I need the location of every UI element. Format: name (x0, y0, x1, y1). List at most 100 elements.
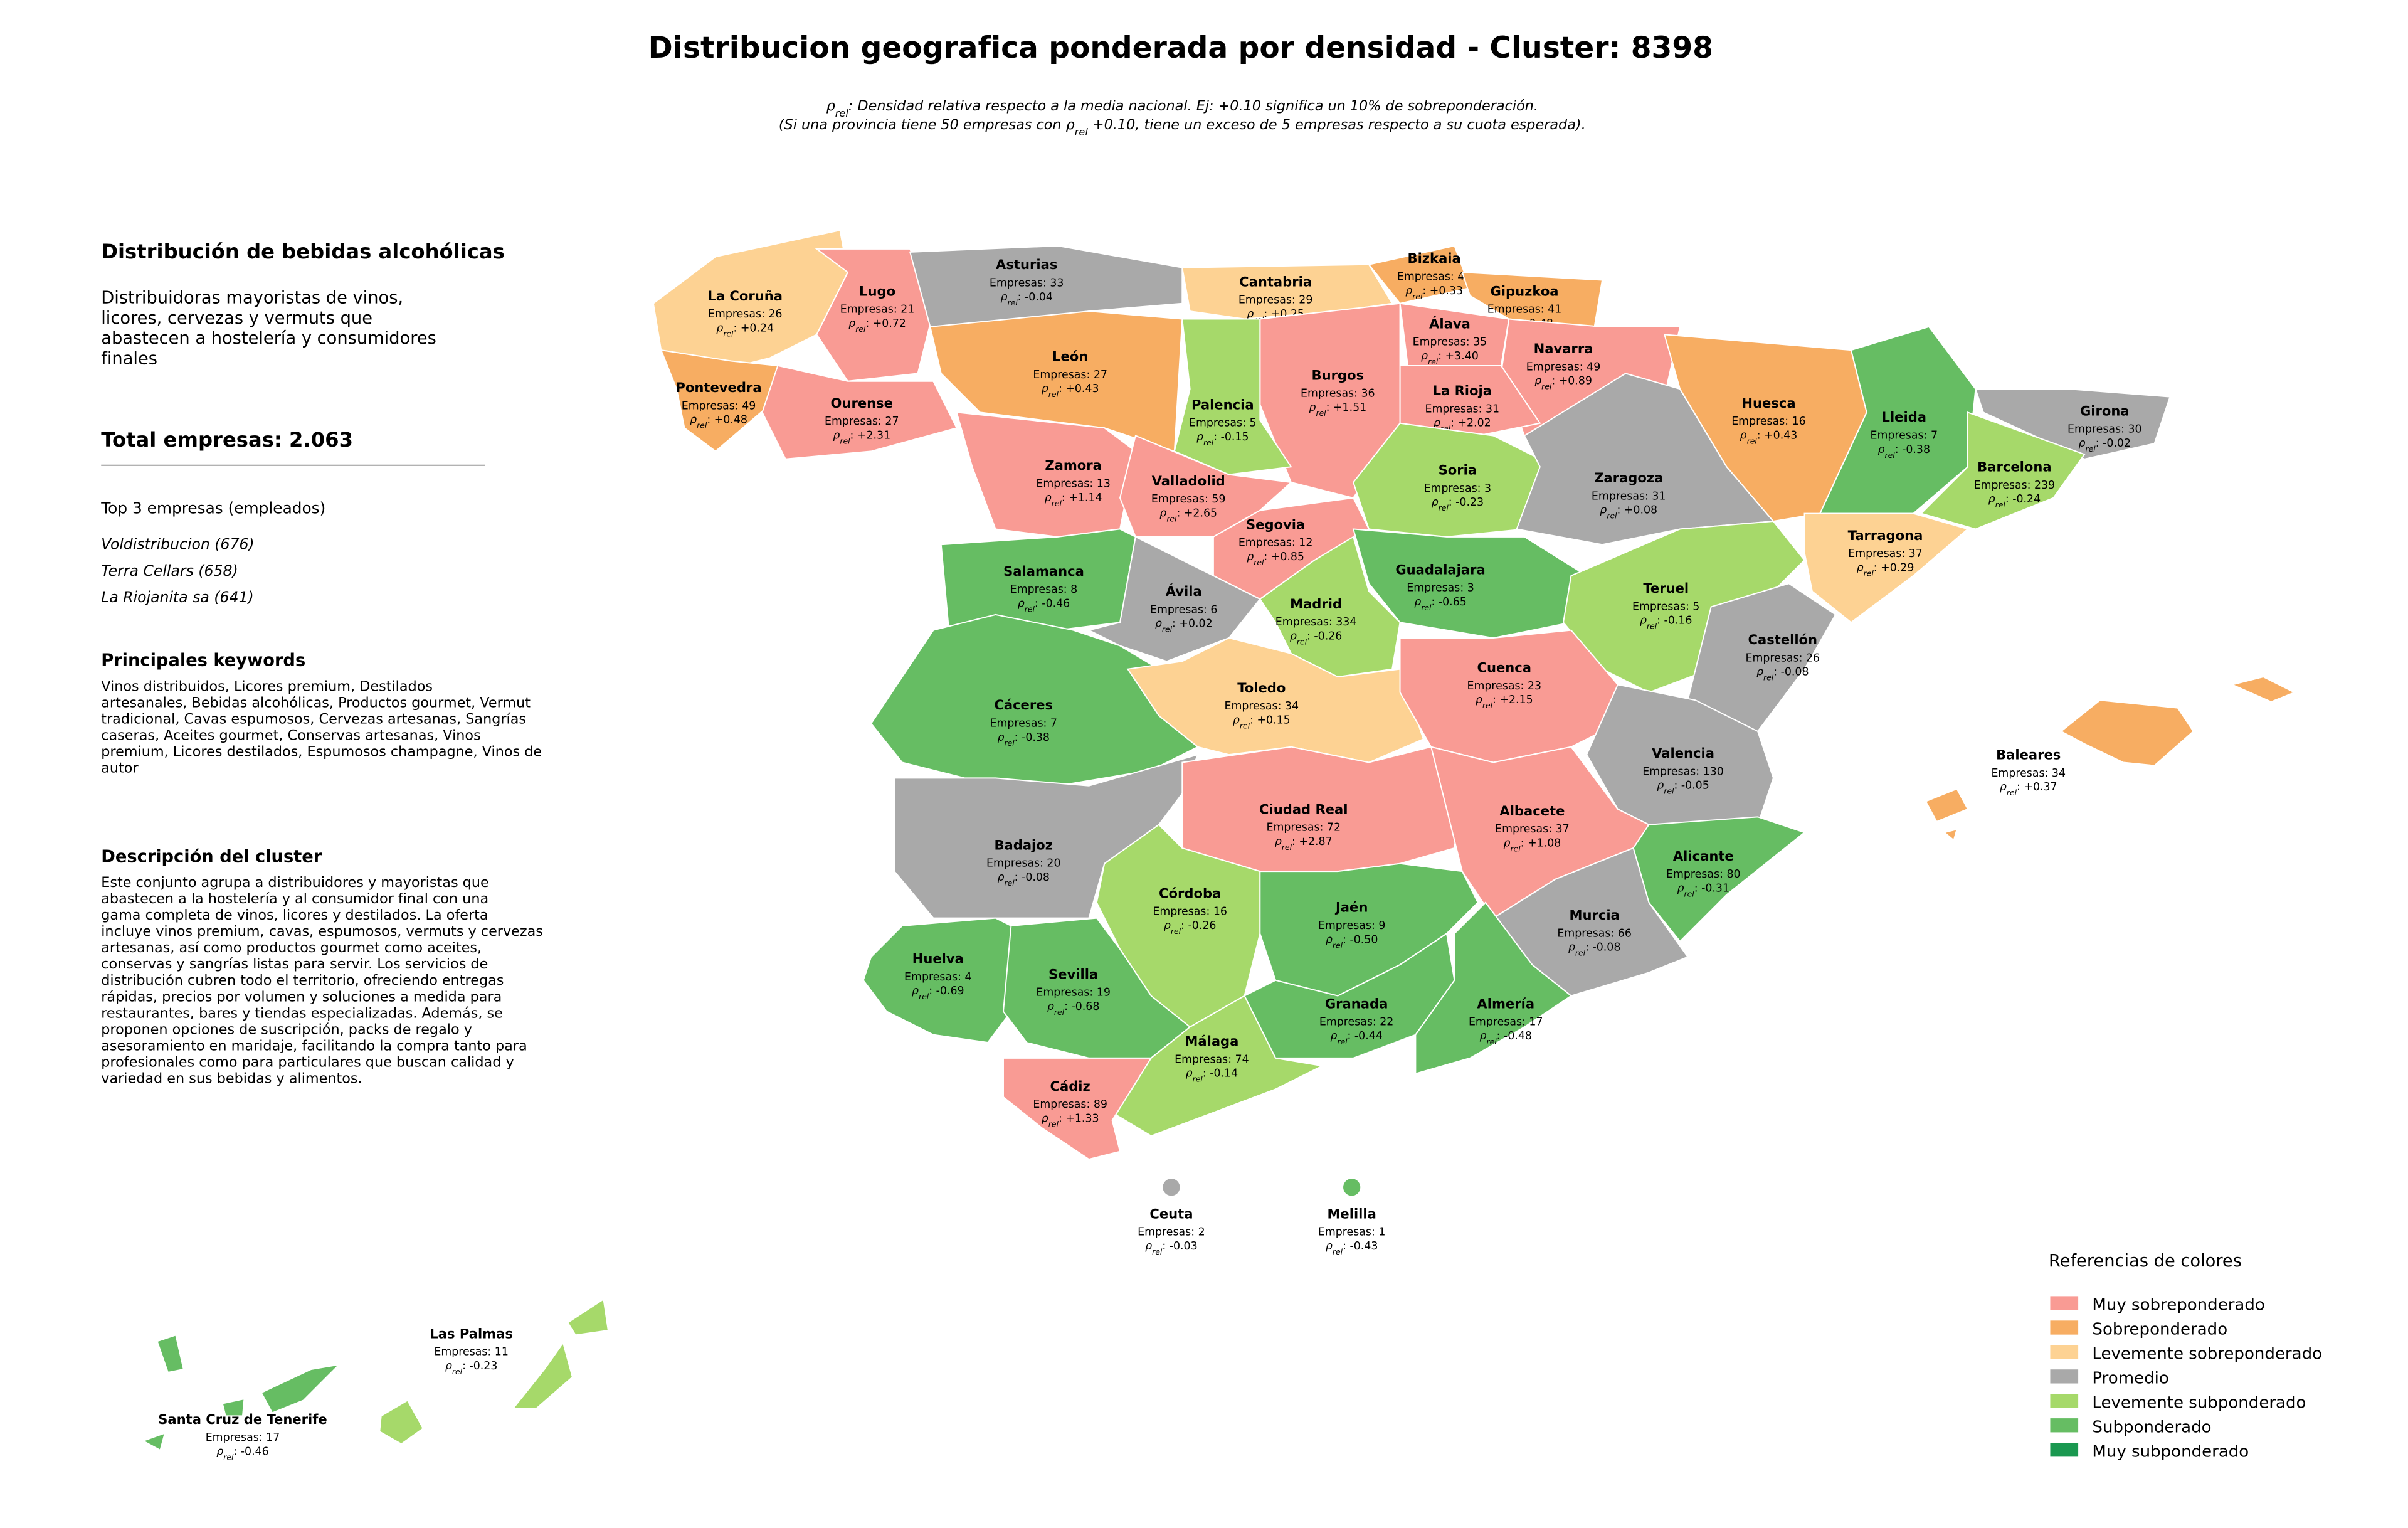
rho-index: rel (1282, 842, 1292, 851)
province-companies: Empresas: 34 (1225, 700, 1299, 713)
rho-separator: : (1773, 666, 1780, 679)
province-shape (1244, 932, 1455, 1059)
province-name: Badajoz (994, 837, 1053, 852)
province-shape (379, 1399, 425, 1445)
description-line: profesionales como para particulares que… (101, 1054, 514, 1070)
rho-separator: : (1015, 871, 1022, 884)
province-companies: Empresas: 49 (1526, 361, 1601, 373)
province-companies: Empresas: 13 (1036, 477, 1111, 490)
province-name: Málaga (1185, 1033, 1238, 1049)
province-companies: Empresas: 16 (1153, 906, 1227, 918)
rho-index: rel (1007, 297, 1018, 307)
province-rho: ρrel: +0.02 (1155, 618, 1213, 634)
province-companies: Empresas: 23 (1467, 680, 1542, 692)
rho-value: +0.48 (714, 414, 747, 427)
rho-separator: : (1250, 714, 1257, 727)
rho-index: rel (1193, 1074, 1203, 1083)
rho-index: rel (223, 1452, 234, 1462)
province-companies: Empresas: 5 (1189, 417, 1256, 430)
rho-value: +0.24 (741, 322, 774, 334)
province-rho: ρrel: +0.89 (1534, 375, 1592, 391)
rho-value: +0.33 (1430, 285, 1463, 297)
province-name: Girona (2080, 403, 2130, 418)
province-rho: ρrel: -0.08 (1568, 942, 1620, 957)
rho-separator: : (1348, 1030, 1354, 1043)
rho-separator: : (1895, 443, 1902, 456)
province-rho: ρrel: +3.40 (1421, 350, 1479, 366)
province-name: Santa Cruz de Tenerife (158, 1411, 327, 1427)
rho-separator: : (1551, 375, 1558, 388)
total: Total empresas: 2.063 (101, 428, 353, 452)
rho-index: rel (697, 420, 707, 430)
rho-symbol: ρ (1414, 596, 1421, 608)
rho-separator: : (734, 322, 741, 334)
legend-label: Muy sobreponderado (2092, 1296, 2264, 1315)
rho-value: +1.33 (1065, 1113, 1099, 1125)
rho-value: +2.87 (1299, 836, 1332, 848)
province-name: Toledo (1237, 680, 1286, 696)
province-companies: Empresas: 30 (2067, 423, 2142, 436)
rho-index: rel (1005, 878, 1015, 888)
rho-value: +0.72 (873, 317, 906, 330)
rho-index: rel (1763, 672, 1774, 682)
province-companies: Empresas: 33 (990, 277, 1064, 289)
subtitle-part: : Densidad relativa respecto a la media … (848, 98, 1538, 114)
province-shape (1819, 326, 1977, 514)
province-shape (567, 1298, 610, 1336)
province-companies: Empresas: 2 (1138, 1226, 1205, 1239)
top-title: Top 3 empresas (empleados) (100, 499, 325, 517)
rho-value: -0.48 (1504, 1030, 1532, 1043)
rho-symbol: ρ (1568, 942, 1575, 954)
rho-symbol: ρ (1326, 933, 1333, 946)
rho-separator: : (1343, 1240, 1349, 1253)
rho-value: +0.43 (1065, 383, 1099, 395)
rho-symbol: ρ (1155, 618, 1162, 630)
legend-label: Promedio (2092, 1369, 2168, 1388)
rho-separator: : (1292, 836, 1299, 848)
province-name: Almería (1477, 995, 1534, 1011)
rho-index: rel (855, 324, 866, 333)
rho-symbol: ρ (1878, 443, 1885, 456)
top-company: Voldistribucion (676) (101, 536, 254, 553)
province-shape (1803, 512, 1970, 623)
province-rho: ρrel: +0.15 (1233, 714, 1291, 731)
subtitle-part: rel (1075, 125, 1089, 137)
rho-symbol: ρ (1756, 666, 1763, 679)
rho-value: -0.68 (1071, 1000, 1099, 1013)
province-shape (1943, 828, 1958, 842)
rho-symbol: ρ (1988, 493, 1995, 506)
province-name: Valladolid (1152, 473, 1225, 489)
province-name: Zamora (1045, 457, 1102, 473)
province-rho: ρrel: -0.44 (1330, 1030, 1383, 1046)
rho-value: +0.43 (1764, 430, 1797, 442)
province-shape (260, 1364, 341, 1414)
rho-value: -0.08 (1022, 871, 1050, 884)
province-companies: Empresas: 74 (1175, 1053, 1249, 1066)
description-line: asesoramiento en maridaje, facilitando l… (101, 1037, 527, 1054)
province-companies: Empresas: 35 (1413, 336, 1487, 349)
rho-value: -0.14 (1210, 1068, 1238, 1080)
rho-value: -0.02 (2103, 437, 2131, 450)
rho-index: rel (1254, 558, 1264, 567)
province-rho: ρrel: -0.48 (1479, 1030, 1531, 1046)
rho-index: rel (1337, 1037, 1348, 1046)
rho-symbol: ρ (1432, 496, 1439, 509)
description-line: gama completa de vinos, licores y destil… (101, 907, 488, 923)
description-title: Descripción del cluster (101, 847, 322, 866)
province-name: Segovia (1246, 516, 1305, 532)
rho-symbol: ρ (997, 731, 1004, 744)
province-rho: ρrel: +2.87 (1275, 836, 1333, 852)
province-companies: Empresas: 27 (1033, 369, 1107, 381)
rho-value: -0.05 (1681, 780, 1709, 792)
rho-index: rel (1482, 701, 1493, 710)
province-shape (1415, 901, 1573, 1074)
rho-value: -0.08 (1781, 666, 1809, 679)
rho-separator: : (1438, 350, 1445, 363)
province-rho: ρrel: -0.23 (445, 1360, 498, 1376)
province-rho: ρrel: -0.38 (1878, 443, 1931, 460)
province-name: La Coruña (707, 288, 783, 304)
rho-separator: : (1035, 597, 1042, 610)
province-name: Cáceres (994, 697, 1053, 713)
